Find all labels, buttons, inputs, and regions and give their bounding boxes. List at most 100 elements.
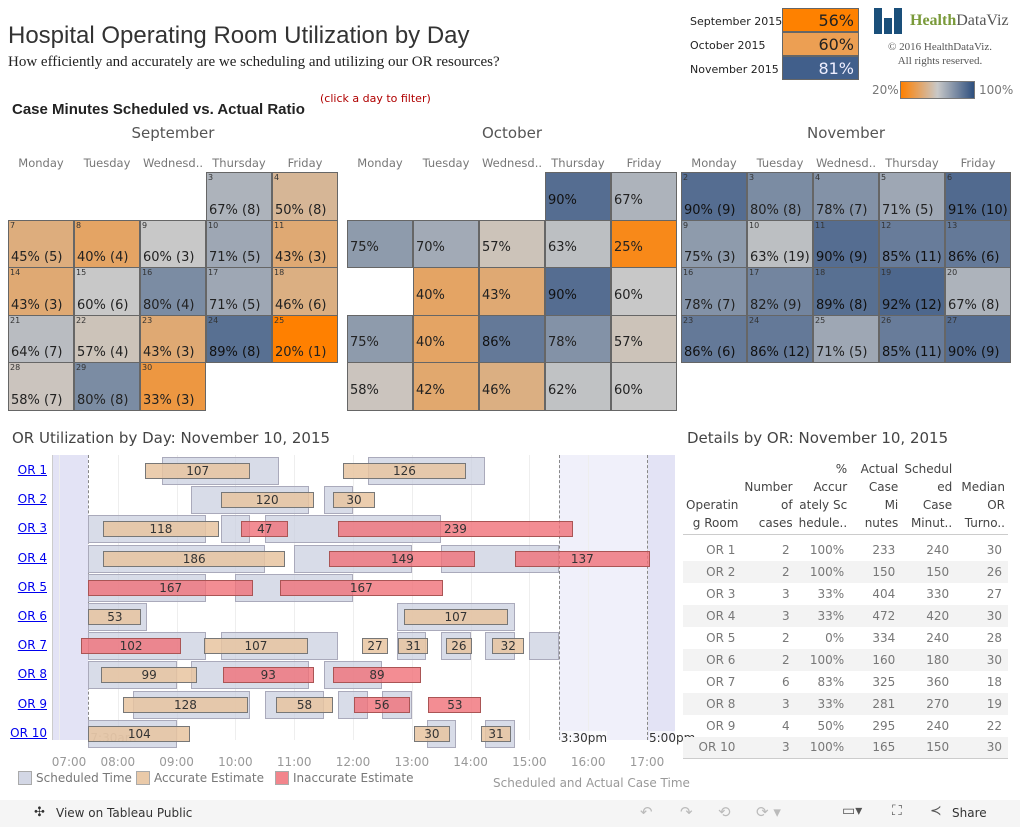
calendar-day-cell[interactable]: 26 85% (11) [879,314,945,363]
calendar-day-cell[interactable]: 23 86% (6) [681,314,747,363]
calendar-day-cell[interactable]: 11 90% (9) [813,219,879,268]
accurate-estimate-bar[interactable]: 99 [101,667,198,684]
scheduled-time-bar[interactable] [529,632,559,661]
calendar-day-cell[interactable]: 7 45% (5) [8,219,74,268]
calendar-day-cell[interactable]: 13 86% (6) [945,219,1011,268]
calendar-day-cell[interactable]: 25 20% (1) [272,314,338,363]
table-row[interactable]: OR 6 2 100% 160 180 30 [683,648,1008,671]
calendar-day-cell[interactable]: 2 90% (9) [681,172,747,221]
calendar-day-cell[interactable]: 75% [347,219,413,268]
calendar-day-cell[interactable]: 10 63% (19) [747,219,813,268]
calendar-day-cell[interactable]: 24 89% (8) [206,314,272,363]
or-row-link[interactable]: OR 3 [17,521,47,536]
accurate-estimate-bar[interactable]: 186 [103,550,286,567]
month-summary-value[interactable]: 60% [782,32,859,56]
calendar-day-cell[interactable]: 4 78% (7) [813,172,879,221]
legend-item[interactable]: Inaccurate Estimate [275,771,414,785]
calendar-day-cell[interactable]: 18 46% (6) [272,267,338,316]
accurate-estimate-bar[interactable]: 30 [413,725,450,742]
inaccurate-estimate-bar[interactable]: 56 [353,696,410,713]
calendar-day-cell[interactable]: 8 40% (4) [74,219,140,268]
calendar-day-cell[interactable]: 25 71% (5) [813,314,879,363]
calendar-day-cell[interactable]: 10 71% (5) [206,219,272,268]
calendar-day-cell[interactable]: 3 80% (8) [747,172,813,221]
calendar-day-cell[interactable]: 5 71% (5) [879,172,945,221]
table-row[interactable]: OR 9 4 50% 295 240 22 [683,715,1008,737]
column-header[interactable]: Operatin g Room [686,498,739,530]
column-header[interactable]: Number of cases [744,480,793,530]
revert-icon[interactable]: ⟲ [718,803,731,821]
calendar-day-cell[interactable]: 16 80% (4) [140,267,206,316]
calendar-day-cell[interactable]: 6 91% (10) [945,172,1011,221]
calendar-day-cell[interactable]: 9 60% (3) [140,219,206,268]
calendar-day-cell[interactable]: 40% [413,314,479,363]
calendar-day-cell[interactable]: 14 43% (3) [8,267,74,316]
accurate-estimate-bar[interactable]: 118 [103,521,219,538]
accurate-estimate-bar[interactable]: 126 [343,463,466,479]
calendar-day-cell[interactable]: 86% [479,314,545,363]
calendar-day-cell[interactable]: 16 78% (7) [681,267,747,316]
accurate-estimate-bar[interactable]: 31 [398,638,429,655]
legend-item[interactable]: Scheduled Time [18,771,132,785]
column-header[interactable]: Median OR Turno.. [961,480,1005,530]
calendar-day-cell[interactable]: 28 58% (7) [8,362,74,411]
legend-item[interactable]: Accurate Estimate [136,771,264,785]
table-row[interactable]: OR 4 3 33% 472 420 30 [683,604,1008,627]
calendar-day-cell[interactable]: 9 75% (3) [681,219,747,268]
or-row-link[interactable]: OR 2 [17,492,47,507]
accurate-estimate-bar[interactable]: 104 [88,725,191,742]
or-row-link[interactable]: OR 8 [17,667,47,682]
or-row-link[interactable]: OR 10 [10,725,47,740]
calendar-day-cell[interactable]: 75% [347,314,413,363]
fullscreen-icon[interactable]: ⛶ [892,803,902,819]
calendar-day-cell[interactable]: 63% [545,219,611,268]
calendar-day-cell[interactable]: 19 92% (12) [879,267,945,316]
download-icon[interactable]: ▭▾ [842,803,863,819]
calendar-day-cell[interactable]: 25% [611,219,677,268]
calendar-day-cell[interactable]: 23 43% (3) [140,314,206,363]
inaccurate-estimate-bar[interactable]: 93 [222,667,314,684]
column-header[interactable]: Actual Case Mi nutes [860,462,899,530]
refresh-icon[interactable]: ⟳ ▾ [756,803,781,821]
or-row-link[interactable]: OR 5 [17,579,47,594]
calendar-day-cell[interactable]: 15 60% (6) [74,267,140,316]
inaccurate-estimate-bar[interactable]: 53 [428,696,482,713]
calendar-day-cell[interactable]: 22 57% (4) [74,314,140,363]
table-row[interactable]: OR 3 3 33% 404 330 27 [683,583,1008,605]
calendar-day-cell[interactable]: 29 80% (8) [74,362,140,411]
calendar-day-cell[interactable]: 46% [479,362,545,411]
calendar-day-cell[interactable]: 57% [611,314,677,363]
calendar-day-cell[interactable]: 11 43% (3) [272,219,338,268]
calendar-day-cell[interactable]: 17 82% (9) [747,267,813,316]
inaccurate-estimate-bar[interactable]: 167 [88,579,254,596]
undo-icon[interactable]: ↶ [640,803,653,821]
calendar-day-cell[interactable]: 30 33% (3) [140,362,206,411]
table-row[interactable]: OR 2 2 100% 150 150 26 [683,560,1008,583]
share-icon[interactable]: ≺ [930,803,942,819]
calendar-day-cell[interactable]: 21 64% (7) [8,314,74,363]
accurate-estimate-bar[interactable]: 128 [122,696,249,713]
accurate-estimate-bar[interactable]: 107 [145,463,251,479]
calendar-day-cell[interactable]: 40% [413,267,479,316]
calendar-day-cell[interactable]: 12 85% (11) [879,219,945,268]
inaccurate-estimate-bar[interactable]: 239 [338,521,573,538]
column-header[interactable]: Schedul ed Case Minut.. [904,462,953,530]
calendar-day-cell[interactable]: 43% [479,267,545,316]
inaccurate-estimate-bar[interactable]: 167 [279,579,444,596]
accurate-estimate-bar[interactable]: 30 [333,492,375,509]
accurate-estimate-bar[interactable]: 58 [275,696,334,713]
or-row-link[interactable]: OR 6 [17,609,47,623]
calendar-day-cell[interactable]: 78% [545,314,611,363]
inaccurate-estimate-bar[interactable]: 137 [514,550,650,567]
column-header[interactable]: % Accur ately Sc hedule.. [798,462,848,530]
or-row-link[interactable]: OR 7 [17,638,47,653]
month-summary-value[interactable]: 81% [782,56,859,80]
view-on-tableau-link[interactable]: View on Tableau Public [56,806,193,820]
accurate-estimate-bar[interactable]: 107 [403,609,508,625]
accurate-estimate-bar[interactable]: 107 [204,638,308,655]
calendar-day-cell[interactable]: 4 50% (8) [272,172,338,221]
inaccurate-estimate-bar[interactable]: 149 [329,550,476,567]
table-row[interactable]: OR 8 3 33% 281 270 19 [683,692,1008,715]
share-button[interactable]: Share [952,806,987,820]
inaccurate-estimate-bar[interactable]: 89 [333,667,421,684]
